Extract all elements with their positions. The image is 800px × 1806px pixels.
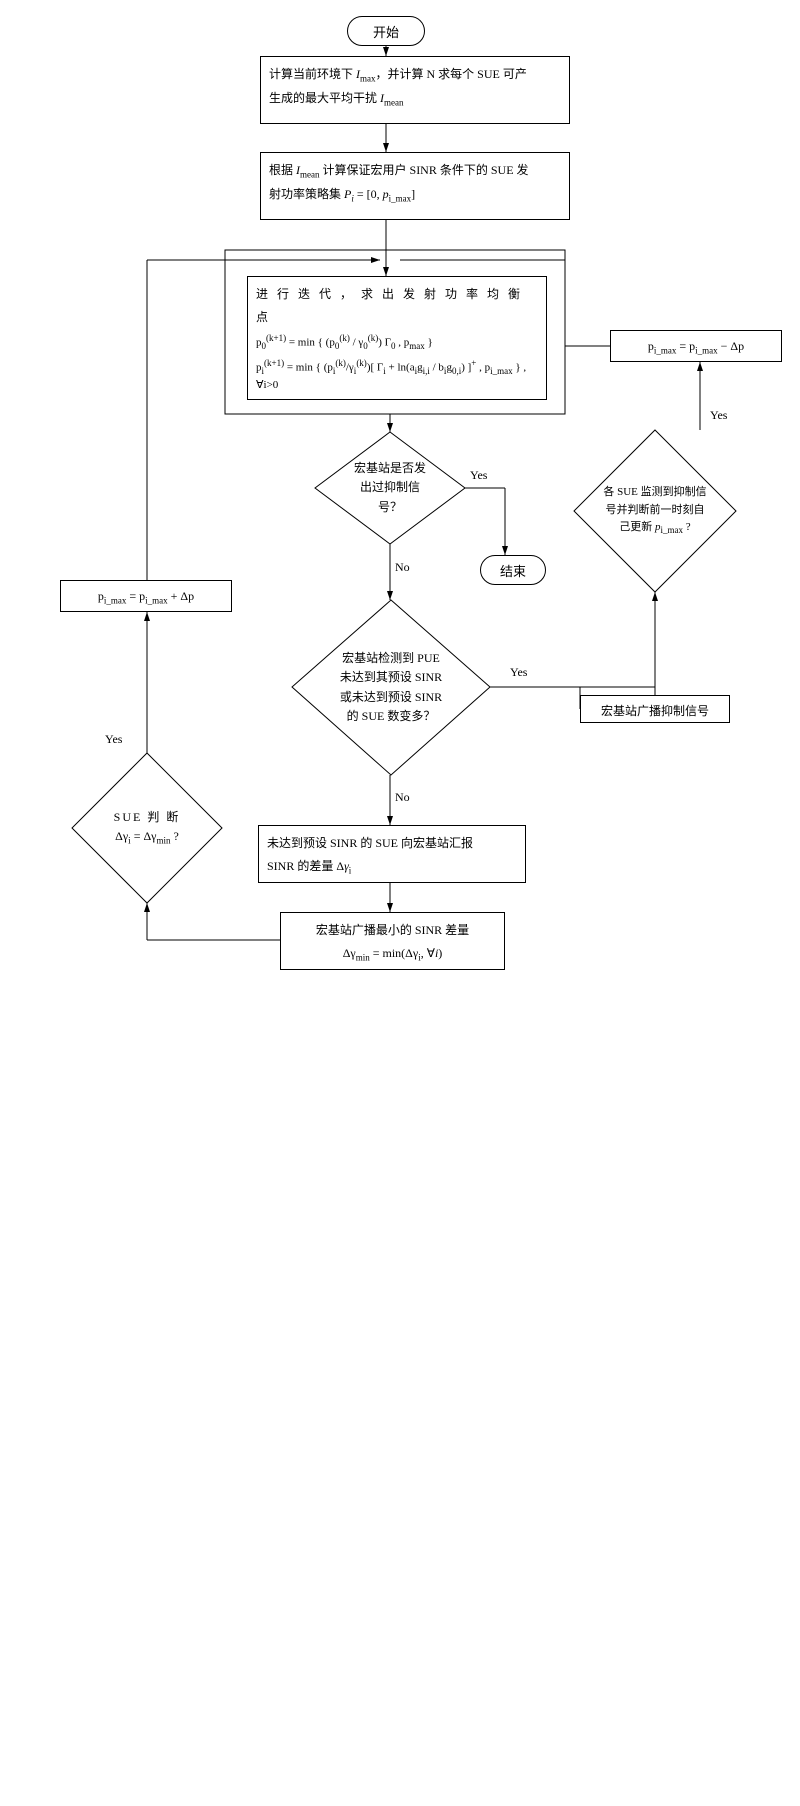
b2-text2: 射功率策略集 Pi = [0, pi_max] — [269, 183, 561, 207]
box-compute-imax: 计算当前环境下 Imax，并计算 N 求每个 SUE 可产 生成的最大平均干扰 … — [260, 56, 570, 124]
b3-eq1: p0(k+1) = min { (p0(k) / γ0(k)) Γ0 , pma… — [256, 333, 538, 353]
end-terminator: 结束 — [480, 555, 546, 585]
decision-suppress-sent: 宏基站是否发 出过抑制信 号？ — [315, 432, 465, 544]
b2-text1: 根据 Imean 计算保证宏用户 SINR 条件下的 SUE 发 — [269, 159, 561, 183]
b1-text2: 生成的最大平均干扰 Imean — [269, 87, 561, 111]
end-label: 结束 — [500, 561, 526, 580]
label-d4-yes: Yes — [710, 408, 727, 423]
b5-eq: pi_max = pi_max − Δp — [648, 339, 744, 353]
d2-text: 宏基站检测到 PUE 未达到其预设 SINR 或未达到预设 SINR 的 SUE… — [292, 600, 490, 775]
start-label: 开始 — [373, 22, 399, 41]
label-d1-no: No — [395, 560, 410, 575]
box-increase-p: pi_max = pi_max + Δp — [60, 580, 232, 612]
label-d3-yes: Yes — [105, 732, 122, 747]
d4-text: 各 SUE 监测到抑制信 号并判断前一时刻自 己更新 pi_max ? — [574, 430, 736, 592]
d3-text: SUE 判 断 Δγi = Δγmin ? — [72, 753, 222, 903]
start-terminator: 开始 — [347, 16, 425, 46]
label-d2-no: No — [395, 790, 410, 805]
decision-pue-sinr: 宏基站检测到 PUE 未达到其预设 SINR 或未达到预设 SINR 的 SUE… — [292, 600, 490, 775]
box-strategy-set: 根据 Imean 计算保证宏用户 SINR 条件下的 SUE 发 射功率策略集 … — [260, 152, 570, 220]
b4-eq: pi_max = pi_max + Δp — [98, 589, 194, 603]
label-d2-yes: Yes — [510, 665, 527, 680]
decision-sue-delta: SUE 判 断 Δγi = Δγmin ? — [72, 753, 222, 903]
d1-text: 宏基站是否发 出过抑制信 号？ — [315, 432, 465, 544]
label-d1-yes: Yes — [470, 468, 487, 483]
box-decrease-p: pi_max = pi_max − Δp — [610, 330, 782, 362]
b3-eq2: pi(k+1) = min { (pi(k)/γi(k))[ Γi + ln(a… — [256, 358, 538, 392]
box-iterate: 进 行 迭 代 ， 求 出 发 射 功 率 均 衡 点 p0(k+1) = mi… — [247, 276, 547, 400]
b1-text1: 计算当前环境下 Imax，并计算 N 求每个 SUE 可产 — [269, 63, 561, 87]
b3-head: 进 行 迭 代 ， 求 出 发 射 功 率 均 衡 点 — [256, 283, 538, 329]
decision-sue-detect: 各 SUE 监测到抑制信 号并判断前一时刻自 己更新 pi_max ? — [574, 430, 736, 592]
